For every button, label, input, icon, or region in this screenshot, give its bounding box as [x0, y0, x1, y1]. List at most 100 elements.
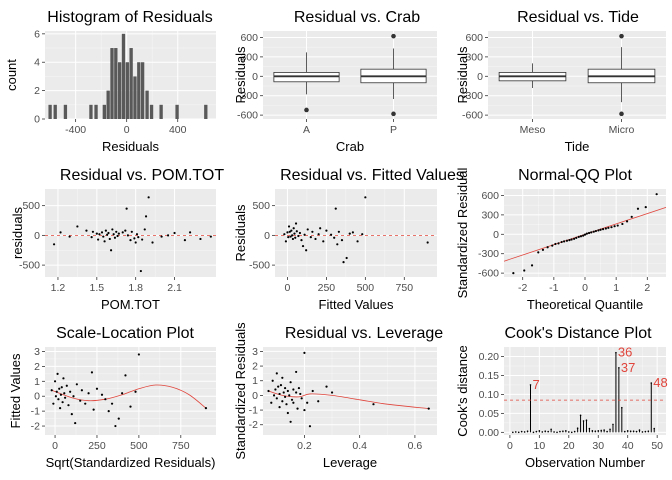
scatter-point — [594, 229, 598, 233]
scatter-point — [305, 249, 308, 252]
scatter-point — [337, 230, 340, 233]
box-outlier — [391, 33, 396, 39]
scatter-point — [102, 235, 105, 238]
scatter-point — [281, 376, 284, 379]
scatter-point — [56, 372, 59, 375]
cooks-distance-point — [514, 431, 517, 433]
scatter-point — [317, 233, 320, 236]
scatter-point — [60, 386, 63, 389]
x-tick-label: 0.4 — [352, 440, 367, 452]
cooks-distance-point — [547, 430, 549, 433]
x-tick-label: 0.2 — [297, 440, 312, 452]
cooks-distance-point — [570, 431, 573, 434]
scatter-point — [297, 386, 301, 390]
scatter-point — [100, 393, 104, 396]
scatter-point — [278, 406, 281, 409]
y-tick-label: 3 — [252, 346, 258, 358]
scatter-point — [364, 196, 367, 199]
scatter-point — [541, 248, 545, 251]
x-axis-title: Observation Number — [525, 455, 646, 470]
x-tick-label: 250 — [88, 440, 106, 452]
scatter-point — [100, 231, 104, 234]
scatter-point — [284, 240, 288, 243]
cooks-distance-point — [609, 428, 611, 431]
x-tick-label: 1 — [613, 282, 619, 294]
scatter-point — [294, 236, 297, 239]
scatter-point — [133, 237, 136, 240]
scatter-point — [572, 237, 576, 240]
scatter-point — [568, 239, 571, 242]
chart-panel-fitted: 0 250 500 750 -500 0 500 Residual vs. Fitted Va… — [233, 167, 464, 312]
histogram-bar — [94, 104, 98, 119]
scatter-point — [306, 401, 309, 404]
scatter-point — [287, 225, 291, 228]
cooks-distance-point — [517, 431, 520, 434]
y-tick-label: 600 — [240, 32, 258, 44]
scatter-point — [95, 387, 99, 390]
histogram-bar — [149, 104, 154, 119]
histogram-bar — [159, 104, 163, 119]
cooks-distance-point — [641, 431, 644, 433]
scatter-point — [303, 233, 306, 236]
x-axis-title: Fitted Values — [319, 297, 394, 312]
scatter-point — [607, 226, 610, 229]
scatter-point — [70, 413, 73, 416]
scatter-point — [126, 234, 130, 237]
cooks-distance-point — [635, 430, 638, 433]
box-outlier — [304, 107, 309, 113]
scatter-point — [286, 411, 289, 415]
scatter-point — [124, 374, 127, 377]
scatter-point — [144, 215, 148, 218]
cooks-distance-point — [591, 430, 594, 432]
y-axis-title: Residuals — [455, 46, 470, 104]
cooks-distance-point — [512, 431, 514, 434]
scatter-point — [296, 407, 299, 410]
scatter-point — [115, 230, 118, 233]
scatter-point — [76, 225, 79, 228]
scatter-point — [300, 397, 303, 400]
y-tick-label: 0.15 — [479, 370, 500, 382]
panel-background — [45, 347, 216, 435]
chart-title: Scale-Location Plot — [56, 325, 194, 342]
x-tick-label: 20 — [563, 440, 575, 452]
y-tick-label: 0.20 — [479, 351, 500, 363]
scatter-point — [116, 234, 119, 238]
scatter-point — [308, 425, 312, 428]
scatter-point — [124, 229, 127, 232]
y-tick-label: 0.05 — [479, 408, 500, 420]
scatter-point — [563, 240, 566, 243]
scatter-point — [579, 235, 583, 238]
scatter-point — [300, 239, 303, 242]
scatter-point — [582, 234, 585, 237]
scatter-point — [104, 398, 107, 401]
cooks-distance-point — [650, 382, 653, 384]
histogram-bar — [110, 48, 114, 119]
scatter-point — [160, 235, 163, 238]
scatter-point — [372, 403, 375, 406]
y-tick-label: 0 — [34, 114, 40, 126]
cooks-distance-point — [565, 430, 567, 432]
scatter-point — [166, 234, 170, 237]
scatter-point — [279, 384, 283, 387]
scatter-point — [95, 232, 98, 235]
scatter-point — [143, 228, 146, 231]
x-axis-title: Tide — [565, 139, 590, 154]
scatter-point — [282, 391, 285, 394]
histogram-bar — [140, 62, 145, 119]
scatter-point — [610, 226, 613, 229]
scatter-point — [356, 240, 359, 243]
scatter-point — [286, 389, 289, 393]
cooks-distance-point — [559, 430, 561, 433]
scatter-point — [277, 385, 280, 388]
x-tick-label: 1.2 — [51, 282, 66, 294]
scatter-point — [108, 237, 111, 241]
scatter-point — [565, 239, 569, 242]
x-tick-label: 400 — [169, 124, 187, 136]
scatter-point — [291, 237, 295, 241]
scatter-point — [90, 236, 93, 239]
scatter-point — [111, 228, 114, 231]
x-tick-label: 30 — [592, 440, 604, 452]
scatter-point — [209, 235, 212, 238]
cooks-distance-point — [526, 430, 529, 433]
